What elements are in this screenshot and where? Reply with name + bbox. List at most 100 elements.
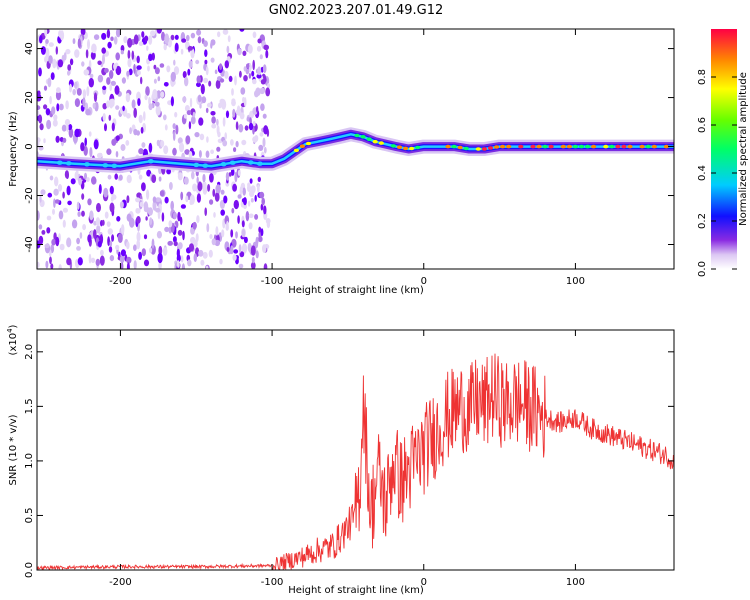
noise-blob <box>232 183 238 192</box>
noise-blob <box>101 219 105 226</box>
noise-blob <box>39 123 44 131</box>
noise-blob <box>48 55 53 64</box>
noise-blob <box>159 63 165 68</box>
noise-blob <box>192 183 198 192</box>
noise-blob <box>107 41 112 49</box>
noise-blob <box>258 226 262 233</box>
noise-blob <box>125 113 131 119</box>
noise-blob <box>126 195 130 204</box>
noise-blob <box>55 135 60 143</box>
noise-blob <box>76 88 82 96</box>
noise-blob <box>191 171 195 180</box>
noise-blob <box>102 85 107 91</box>
noise-blob <box>211 238 216 246</box>
noise-blob <box>263 44 270 51</box>
ridge-hotspot <box>220 162 227 167</box>
noise-blob <box>84 102 89 111</box>
noise-blob <box>148 53 153 62</box>
noise-blob <box>265 49 269 59</box>
noise-blob <box>45 39 49 44</box>
colorbar-label: Normalized spectral amplitude <box>738 72 749 226</box>
noise-blob <box>116 216 121 222</box>
noise-blob <box>188 151 193 159</box>
noise-blob <box>141 248 146 257</box>
noise-blob <box>153 78 157 84</box>
noise-blob <box>141 182 146 192</box>
noise-blob <box>144 35 149 42</box>
noise-blob <box>231 88 234 96</box>
ridge-hotspot <box>84 162 90 167</box>
noise-blob <box>90 51 96 60</box>
noise-blob <box>153 64 157 70</box>
noise-blob <box>117 233 123 243</box>
noise-blob <box>182 71 187 79</box>
noise-blob <box>205 265 209 269</box>
snr-series <box>37 353 674 570</box>
x-tick-label: -200 <box>109 276 132 287</box>
y-tick-label: 1.0 <box>24 453 35 469</box>
y-tick-label: -40 <box>24 236 35 252</box>
noise-blob <box>62 191 65 199</box>
noise-blob <box>155 105 161 116</box>
noise-blob <box>45 108 51 116</box>
noise-blob <box>87 198 92 206</box>
noise-blob <box>189 97 193 108</box>
noise-blob <box>59 137 64 142</box>
y-tick-label: 2.0 <box>24 344 35 360</box>
noise-blob <box>135 208 139 214</box>
noise-blob <box>210 149 215 155</box>
ridge-hotspot <box>548 144 554 149</box>
noise-blob <box>52 119 58 127</box>
noise-blob <box>136 65 142 70</box>
noise-blob <box>37 137 41 143</box>
noise-blob <box>86 86 90 97</box>
noise-blob <box>114 85 120 95</box>
noise-blob <box>139 201 144 207</box>
noise-blob <box>66 185 71 196</box>
svg-text:(x104): (x104) <box>6 324 19 355</box>
noise-blob <box>262 244 267 253</box>
noise-blob <box>194 132 200 138</box>
noise-blob <box>263 125 269 135</box>
noise-blob <box>59 30 65 41</box>
ridge-hotspot <box>305 141 312 146</box>
noise-blob <box>196 29 202 36</box>
noise-blob <box>64 119 71 126</box>
noise-blob <box>180 216 183 226</box>
noise-blob <box>133 63 136 74</box>
noise-blob <box>238 123 244 133</box>
noise-blob <box>126 256 132 264</box>
noise-blob <box>84 137 87 147</box>
noise-blob <box>38 67 42 77</box>
noise-blob <box>250 185 256 194</box>
ridge-hotspot <box>457 145 463 150</box>
noise-blob <box>247 242 252 253</box>
noise-blob <box>267 83 271 89</box>
noise-blob <box>53 198 56 208</box>
noise-blob <box>257 176 261 182</box>
noise-blob <box>231 207 235 214</box>
noise-blob <box>242 50 247 56</box>
noise-blob <box>158 261 162 269</box>
noise-blob <box>208 249 213 258</box>
noise-blob <box>256 45 262 52</box>
noise-blob <box>102 113 106 122</box>
ridge-hotspot <box>663 144 670 149</box>
noise-blob <box>242 187 246 196</box>
noise-blob <box>126 213 132 222</box>
noise-blob <box>149 217 153 226</box>
noise-blob <box>160 140 165 148</box>
noise-blob <box>137 98 141 107</box>
noise-blob <box>120 50 124 55</box>
noise-blob <box>208 80 212 87</box>
noise-blob <box>250 245 256 256</box>
ridge-hotspot <box>229 160 236 165</box>
noise-blob <box>204 207 207 216</box>
noise-blob <box>244 125 249 131</box>
noise-blob <box>82 224 86 231</box>
noise-blob <box>166 168 172 175</box>
noise-blob <box>109 255 115 262</box>
noise-blob <box>39 35 43 44</box>
noise-blob <box>156 230 162 239</box>
noise-blob <box>140 76 143 85</box>
